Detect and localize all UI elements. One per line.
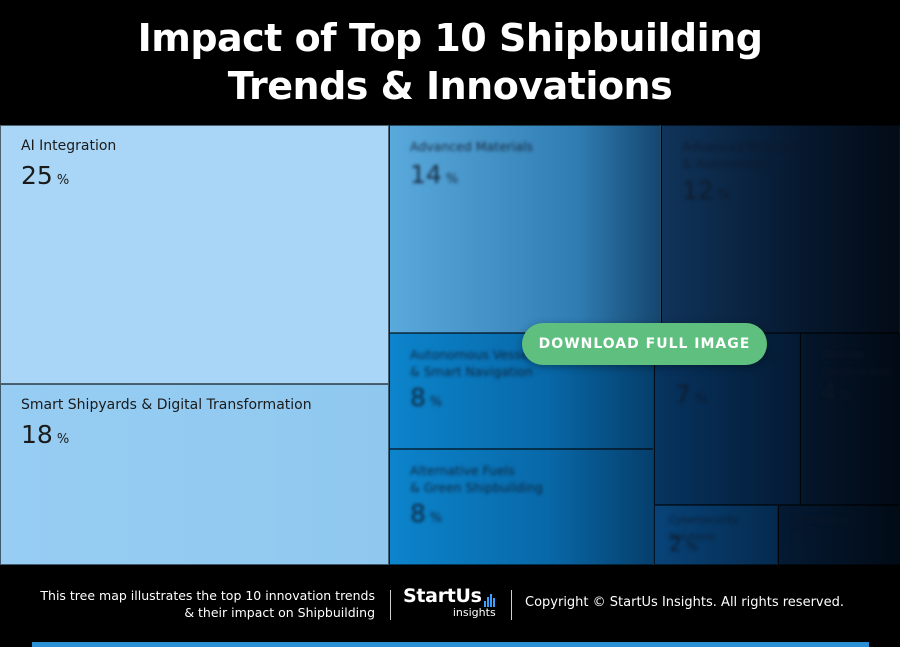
treemap-cell-advanced-materials: Advanced Materials 14% [389, 125, 661, 333]
page-title: Impact of Top 10 Shipbuilding Trends & I… [0, 14, 900, 110]
treemap-cell-value: 7% [675, 380, 708, 409]
treemap-cell-label: Cybersecurity Solutions [669, 515, 739, 543]
logo-main-text: StartUs [403, 585, 482, 607]
treemap-cell-smart-shipyards-digital-transformation: Smart Shipyards & Digital Transformation… [0, 384, 389, 565]
treemap-cell-label: Modular Construction [821, 348, 892, 378]
treemap-cell-value: 25% [21, 161, 70, 190]
logo-sub-text: insights [452, 606, 496, 619]
treemap-cell-label: Smart Shipyards & Digital Transformation [21, 397, 312, 413]
title-line-1: Impact of Top 10 Shipbuilding [137, 16, 763, 60]
treemap-cell-3d-printing: 3D Printing 2% [778, 505, 900, 565]
treemap-cell-ai-integration: AI Integration 25% [0, 125, 389, 384]
treemap-cell-alternative-fuels-green-shipbuilding: Alternative Fuels & Green Shipbuilding 8% [389, 449, 654, 565]
treemap-cell-value: 2% [793, 522, 821, 543]
treemap-cell-advanced-robotics-automation: Advanced Robotics & Automation 12% [661, 125, 900, 333]
treemap-cell-value: 14% [410, 160, 459, 189]
treemap-cell-label: Advanced Materials [410, 139, 534, 154]
footer-description-line-1: This tree map illustrates the top 10 inn… [40, 588, 375, 603]
treemap-cell-label: AI Integration [21, 138, 117, 154]
bar-chart-icon [483, 585, 496, 607]
footer-divider-left [390, 590, 391, 620]
treemap-cell-value: 12% [682, 176, 731, 205]
treemap-cell-value: 2% [669, 532, 699, 556]
startus-insights-logo[interactable]: StartUs insights [403, 585, 496, 619]
treemap-cell-label: Advanced Robotics & Automation [682, 139, 801, 171]
treemap-cell-label: Alternative Fuels & Green Shipbuilding [410, 463, 543, 495]
treemap-cell-value: 8% [410, 499, 443, 528]
copyright-text: Copyright © StartUs Insights. All rights… [525, 595, 844, 610]
footer-description: This tree map illustrates the top 10 inn… [5, 587, 375, 621]
treemap-cell-cybersecurity-solutions: Cybersecurity Solutions 2% [654, 505, 778, 565]
treemap-cell-value: 8% [410, 383, 443, 412]
download-full-image-button[interactable]: DOWNLOAD FULL IMAGE [522, 323, 767, 365]
treemap-cell-modular-construction: Modular Construction 4% [800, 333, 900, 505]
treemap-cell-value: 4% [821, 380, 852, 406]
title-line-2: Trends & Innovations [227, 64, 673, 108]
footer: This tree map illustrates the top 10 inn… [0, 565, 900, 647]
footer-description-line-2: & their impact on Shipbuilding [184, 605, 375, 620]
footer-divider-right [511, 590, 512, 620]
treemap-cell-label: Autonomous Vessels & Smart Navigation [410, 347, 539, 379]
treemap-cell-value: 18% [21, 420, 70, 449]
footer-accent-bar [32, 642, 869, 647]
treemap-cell-label: 3D Printing [793, 515, 849, 526]
